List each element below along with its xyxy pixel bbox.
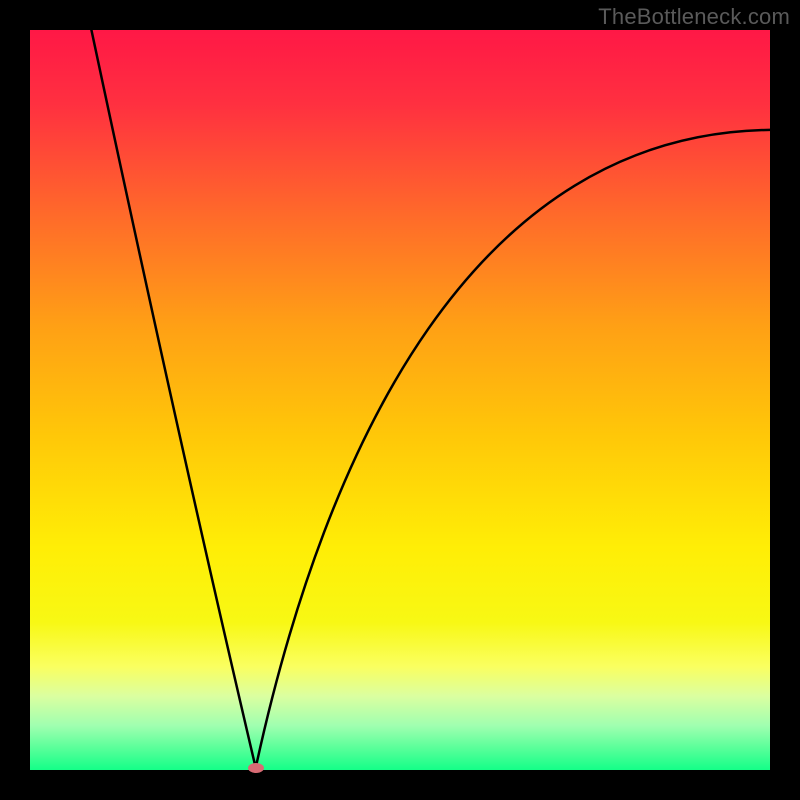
watermark-text: TheBottleneck.com (598, 4, 790, 30)
optimum-marker (248, 763, 264, 773)
bottleneck-curve (30, 30, 770, 770)
plot-area (30, 30, 770, 770)
chart-frame: TheBottleneck.com (0, 0, 800, 800)
